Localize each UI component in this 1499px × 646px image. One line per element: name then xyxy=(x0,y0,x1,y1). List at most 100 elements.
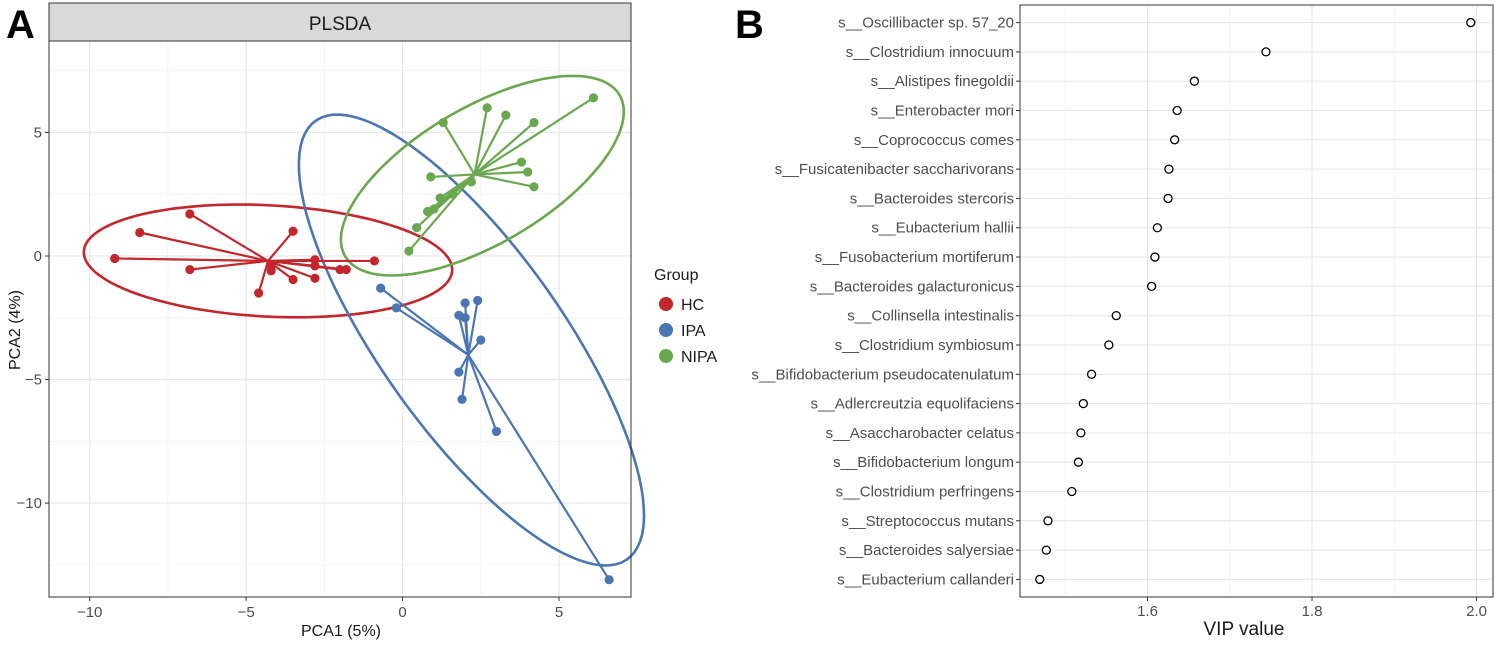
ticks-b: 1.6 1.8 2.0 xyxy=(1137,597,1487,620)
spoke-ipa xyxy=(467,354,498,432)
point-hc xyxy=(369,256,380,266)
spoke-nipa xyxy=(474,170,528,176)
vip-point xyxy=(1170,135,1180,145)
category-label: s__Bifidobacterium pseudocatenulatum xyxy=(751,366,1014,383)
point-nipa xyxy=(438,117,448,128)
point-hc xyxy=(135,227,145,238)
point-ipa xyxy=(454,367,464,377)
category-label: s__Bifidobacterium longum xyxy=(833,454,1014,471)
x-tick-label-a: −10 xyxy=(77,604,102,621)
spoke-nipa xyxy=(442,121,476,176)
vip-point xyxy=(1261,47,1271,57)
spoke-hc xyxy=(189,213,269,262)
ellipse-nipa xyxy=(339,74,626,277)
point-ipa xyxy=(460,313,470,323)
point-hc xyxy=(310,273,320,283)
vip-point xyxy=(1189,76,1200,86)
vip-point xyxy=(1146,281,1157,291)
grid-a xyxy=(49,41,631,597)
point-nipa xyxy=(482,103,492,113)
category-label: s__Clostridium symbiosum xyxy=(835,337,1014,354)
category-label: s__Oscillibacter sp. 57_20 xyxy=(838,15,1014,32)
spoke-hc xyxy=(114,257,269,263)
spoke-nipa xyxy=(474,161,522,176)
category-label: s__Clostridium innocuum xyxy=(846,44,1014,61)
point-nipa xyxy=(523,167,533,177)
x-tick-label-b: 1.8 xyxy=(1302,603,1323,620)
ellipse-hc xyxy=(82,203,454,319)
vip-point xyxy=(1164,164,1174,174)
point-nipa xyxy=(588,93,599,103)
spokes-a xyxy=(114,96,611,581)
y-tick-label-a: 5 xyxy=(34,124,42,141)
point-nipa xyxy=(501,110,511,120)
legend-key-ipa xyxy=(659,323,673,337)
spoke-nipa xyxy=(473,96,595,176)
point-hc xyxy=(254,288,264,298)
point-hc xyxy=(266,261,276,271)
category-label: s__Streptococcus mutans xyxy=(841,513,1014,530)
point-nipa xyxy=(412,222,422,233)
category-label: s__Asaccharobacter celatus xyxy=(826,425,1014,442)
plot-border-a xyxy=(48,40,632,598)
category-label: s__Coprococcus comes xyxy=(854,132,1014,149)
point-ipa xyxy=(460,298,470,308)
point-hc xyxy=(310,255,320,265)
spoke-ipa xyxy=(395,306,469,356)
spoke-nipa xyxy=(408,173,476,252)
vip-point xyxy=(1163,193,1173,204)
point-nipa xyxy=(529,117,539,128)
y-tick-label-a: −5 xyxy=(25,372,42,389)
spoke-nipa xyxy=(474,173,535,188)
spoke-ipa xyxy=(464,302,470,355)
spoke-nipa xyxy=(430,173,475,179)
spoke-ipa xyxy=(460,354,470,400)
point-nipa xyxy=(429,204,439,214)
spoke-hc xyxy=(267,259,347,271)
vip-point xyxy=(1067,486,1077,497)
ellipse-ipa xyxy=(297,113,646,567)
category-label: s__Fusobacterium mortiferum xyxy=(815,249,1014,266)
point-hc xyxy=(341,264,351,275)
category-label: s__Bacteroides galacturonicus xyxy=(810,278,1014,295)
spoke-hc xyxy=(189,259,269,271)
spoke-nipa xyxy=(473,114,507,175)
facet-title: PLSDA xyxy=(309,14,372,35)
spoke-nipa xyxy=(473,107,489,175)
point-hc xyxy=(185,209,195,219)
y-tick-label-a: −10 xyxy=(17,495,42,512)
point-ipa xyxy=(473,295,483,306)
spoke-hc xyxy=(257,260,270,294)
y-tick-label-a: 0 xyxy=(34,248,42,265)
point-ipa xyxy=(604,575,614,585)
point-ipa xyxy=(376,283,386,293)
category-label: s__Enterobacter mori xyxy=(871,103,1014,120)
vip-point xyxy=(1041,545,1051,555)
panel-b: B s__Oscillibacter sp. 57_20 s__Clostridi… xyxy=(735,3,1494,640)
ellipses-a xyxy=(82,74,646,567)
points-a xyxy=(110,93,614,585)
spoke-nipa xyxy=(473,121,535,176)
point-ipa xyxy=(457,394,467,404)
point-hc xyxy=(288,226,298,236)
x-tick-label-b: 1.6 xyxy=(1137,603,1158,620)
category-label: s__Clostridium perfringens xyxy=(836,483,1014,500)
point-hc xyxy=(110,253,120,264)
plot-area-a xyxy=(49,41,631,597)
category-label: s__Collinsella intestinalis xyxy=(847,308,1014,325)
spoke-ipa xyxy=(467,300,479,356)
legend-key-nipa xyxy=(659,349,673,363)
spoke-ipa xyxy=(467,354,611,581)
vip-point xyxy=(1078,398,1088,409)
spoke-ipa xyxy=(380,287,469,356)
panel-a-label: A xyxy=(6,3,35,47)
x-tick-label-a: 0 xyxy=(398,604,406,621)
category-label: s__Eubacterium hallii xyxy=(871,220,1014,237)
points-b xyxy=(1035,17,1476,585)
y-axis-label-a: PCA2 (4%) xyxy=(7,290,24,370)
panel-b-label: B xyxy=(735,3,764,47)
spoke-hc xyxy=(267,259,316,280)
vip-point xyxy=(1150,252,1160,262)
x-axis-label-a: PCA1 (5%) xyxy=(301,623,381,640)
